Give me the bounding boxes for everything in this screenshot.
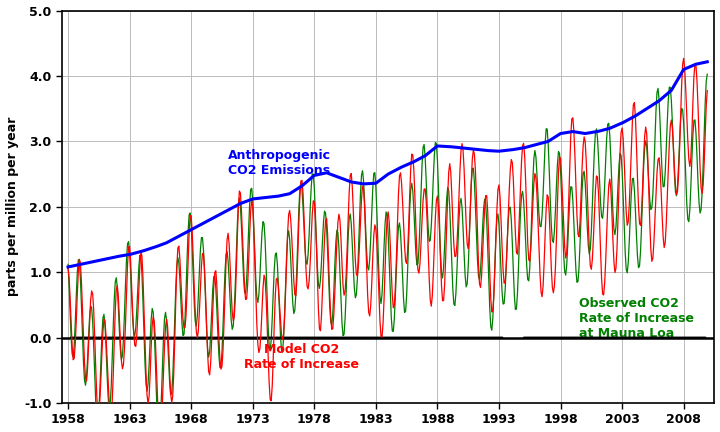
Y-axis label: parts per million per year: parts per million per year — [6, 117, 19, 296]
Text: Anthropogenic
CO2 Emissions: Anthropogenic CO2 Emissions — [228, 149, 331, 177]
Text: Model CO2
Rate of Increase: Model CO2 Rate of Increase — [245, 343, 359, 371]
Text: Observed CO2
Rate of Increase
at Mauna Loa: Observed CO2 Rate of Increase at Mauna L… — [579, 297, 694, 340]
